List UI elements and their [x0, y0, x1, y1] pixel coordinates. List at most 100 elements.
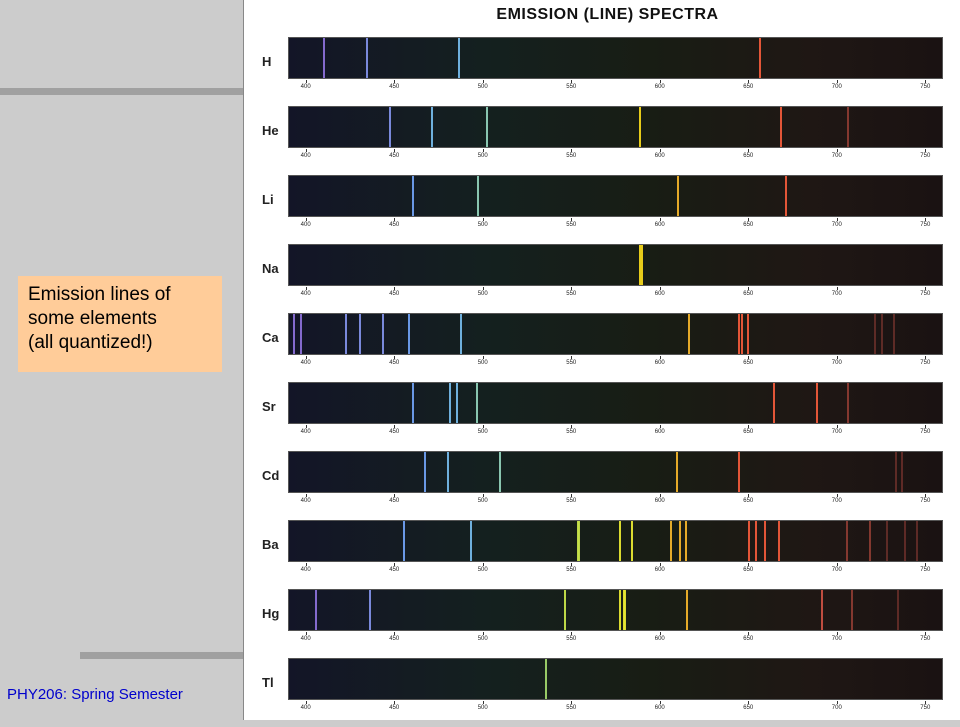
wavelength-axis: 400 450 500 550 600 650 700 750	[288, 80, 943, 94]
emission-line	[746, 314, 749, 354]
axis-tick-label: 600	[654, 153, 665, 159]
axis-tick-mark	[748, 632, 750, 635]
spectrum-row-hg: Hg 400 450 500 550 600 650 700 750	[244, 589, 960, 658]
axis-tick-label: 400	[300, 705, 311, 711]
axis-tick-mark	[305, 287, 307, 290]
axis-tick-mark	[925, 149, 927, 152]
axis-tick-mark	[305, 701, 307, 704]
emission-line	[896, 590, 899, 630]
wavelength-axis: 400 450 500 550 600 650 700 750	[288, 563, 943, 577]
axis-tick-label: 750	[920, 84, 931, 90]
emission-line	[358, 314, 361, 354]
axis-tick-mark	[482, 494, 484, 497]
axis-tick-label: 500	[477, 291, 488, 297]
axis-tick-mark	[482, 218, 484, 221]
wavelength-axis: 400 450 500 550 600 650 700 750	[288, 287, 943, 301]
emission-line	[431, 107, 434, 147]
spectrum-row-sr: Sr 400 450 500 550 600 650 700 750	[244, 382, 960, 451]
axis-tick-label: 500	[477, 360, 488, 366]
axis-tick-label: 650	[743, 498, 754, 504]
axis-tick-label: 750	[920, 498, 931, 504]
axis-tick-label: 750	[920, 429, 931, 435]
emission-line	[780, 107, 783, 147]
wavelength-axis: 400 450 500 550 600 650 700 750	[288, 494, 943, 508]
axis-tick-mark	[836, 287, 838, 290]
axis-tick-label: 550	[566, 84, 577, 90]
axis-tick-label: 600	[654, 636, 665, 642]
emission-line	[679, 521, 682, 561]
spectrum-strip	[288, 382, 943, 424]
axis-tick-mark	[305, 632, 307, 635]
emission-line	[850, 590, 853, 630]
axis-tick-label: 650	[743, 567, 754, 573]
callout-line-3: (all quantized!)	[28, 332, 153, 353]
wavelength-axis: 400 450 500 550 600 650 700 750	[288, 632, 943, 646]
axis-tick-mark	[836, 632, 838, 635]
wavelength-axis: 400 450 500 550 600 650 700 750	[288, 356, 943, 370]
axis-tick-label: 500	[477, 84, 488, 90]
axis-tick-label: 700	[831, 498, 842, 504]
element-label: Ca	[262, 330, 279, 345]
axis-tick-mark	[571, 356, 573, 359]
axis-tick-mark	[925, 425, 927, 428]
emission-line	[424, 452, 427, 492]
axis-tick-label: 500	[477, 567, 488, 573]
axis-tick-mark	[571, 149, 573, 152]
emission-line	[845, 521, 848, 561]
emission-line	[388, 107, 391, 147]
axis-tick-label: 450	[389, 291, 400, 297]
emission-line	[773, 383, 776, 423]
emission-line	[408, 314, 411, 354]
axis-tick-mark	[482, 149, 484, 152]
axis-tick-mark	[925, 356, 927, 359]
axis-tick-mark	[659, 563, 661, 566]
emission-line	[459, 314, 462, 354]
axis-tick-label: 600	[654, 429, 665, 435]
axis-tick-label: 550	[566, 567, 577, 573]
axis-tick-label: 450	[389, 636, 400, 642]
spectrum-strip	[288, 451, 943, 493]
emission-line	[684, 521, 687, 561]
wavelength-axis: 400 450 500 550 600 650 700 750	[288, 425, 943, 439]
spectrum-strip	[288, 520, 943, 562]
axis-tick-label: 550	[566, 291, 577, 297]
spectrum-row-na: Na 400 450 500 550 600 650 700 750	[244, 244, 960, 313]
emission-line	[578, 521, 581, 561]
axis-tick-label: 400	[300, 567, 311, 573]
element-label: Hg	[262, 606, 280, 621]
axis-tick-mark	[659, 632, 661, 635]
emission-line	[576, 521, 579, 561]
spectrum-strip	[288, 37, 943, 79]
axis-tick-mark	[305, 356, 307, 359]
axis-tick-label: 400	[300, 84, 311, 90]
axis-tick-mark	[482, 632, 484, 635]
axis-tick-mark	[482, 287, 484, 290]
axis-tick-mark	[836, 149, 838, 152]
axis-tick-mark	[925, 632, 927, 635]
axis-tick-mark	[659, 701, 661, 704]
emission-line	[675, 452, 678, 492]
axis-tick-mark	[394, 494, 396, 497]
axis-tick-mark	[571, 287, 573, 290]
axis-tick-mark	[836, 701, 838, 704]
spectrum-row-tl: Tl 400 450 500 550 600 650 700 750	[244, 658, 960, 727]
axis-tick-mark	[571, 425, 573, 428]
axis-tick-mark	[394, 701, 396, 704]
axis-tick-mark	[925, 701, 927, 704]
wavelength-axis: 400 450 500 550 600 650 700 750	[288, 218, 943, 232]
axis-tick-mark	[305, 218, 307, 221]
axis-tick-mark	[659, 80, 661, 83]
emission-line	[916, 521, 919, 561]
axis-tick-mark	[394, 563, 396, 566]
emission-line	[344, 314, 347, 354]
axis-tick-label: 700	[831, 291, 842, 297]
axis-tick-mark	[394, 425, 396, 428]
callout-line-2: some elements	[28, 308, 157, 329]
axis-tick-label: 750	[920, 153, 931, 159]
axis-tick-label: 750	[920, 705, 931, 711]
axis-tick-label: 700	[831, 705, 842, 711]
spectrum-row-cd: Cd 400 450 500 550 600 650 700 750	[244, 451, 960, 520]
emission-line	[564, 590, 567, 630]
axis-tick-label: 700	[831, 429, 842, 435]
spectrum-strip	[288, 589, 943, 631]
